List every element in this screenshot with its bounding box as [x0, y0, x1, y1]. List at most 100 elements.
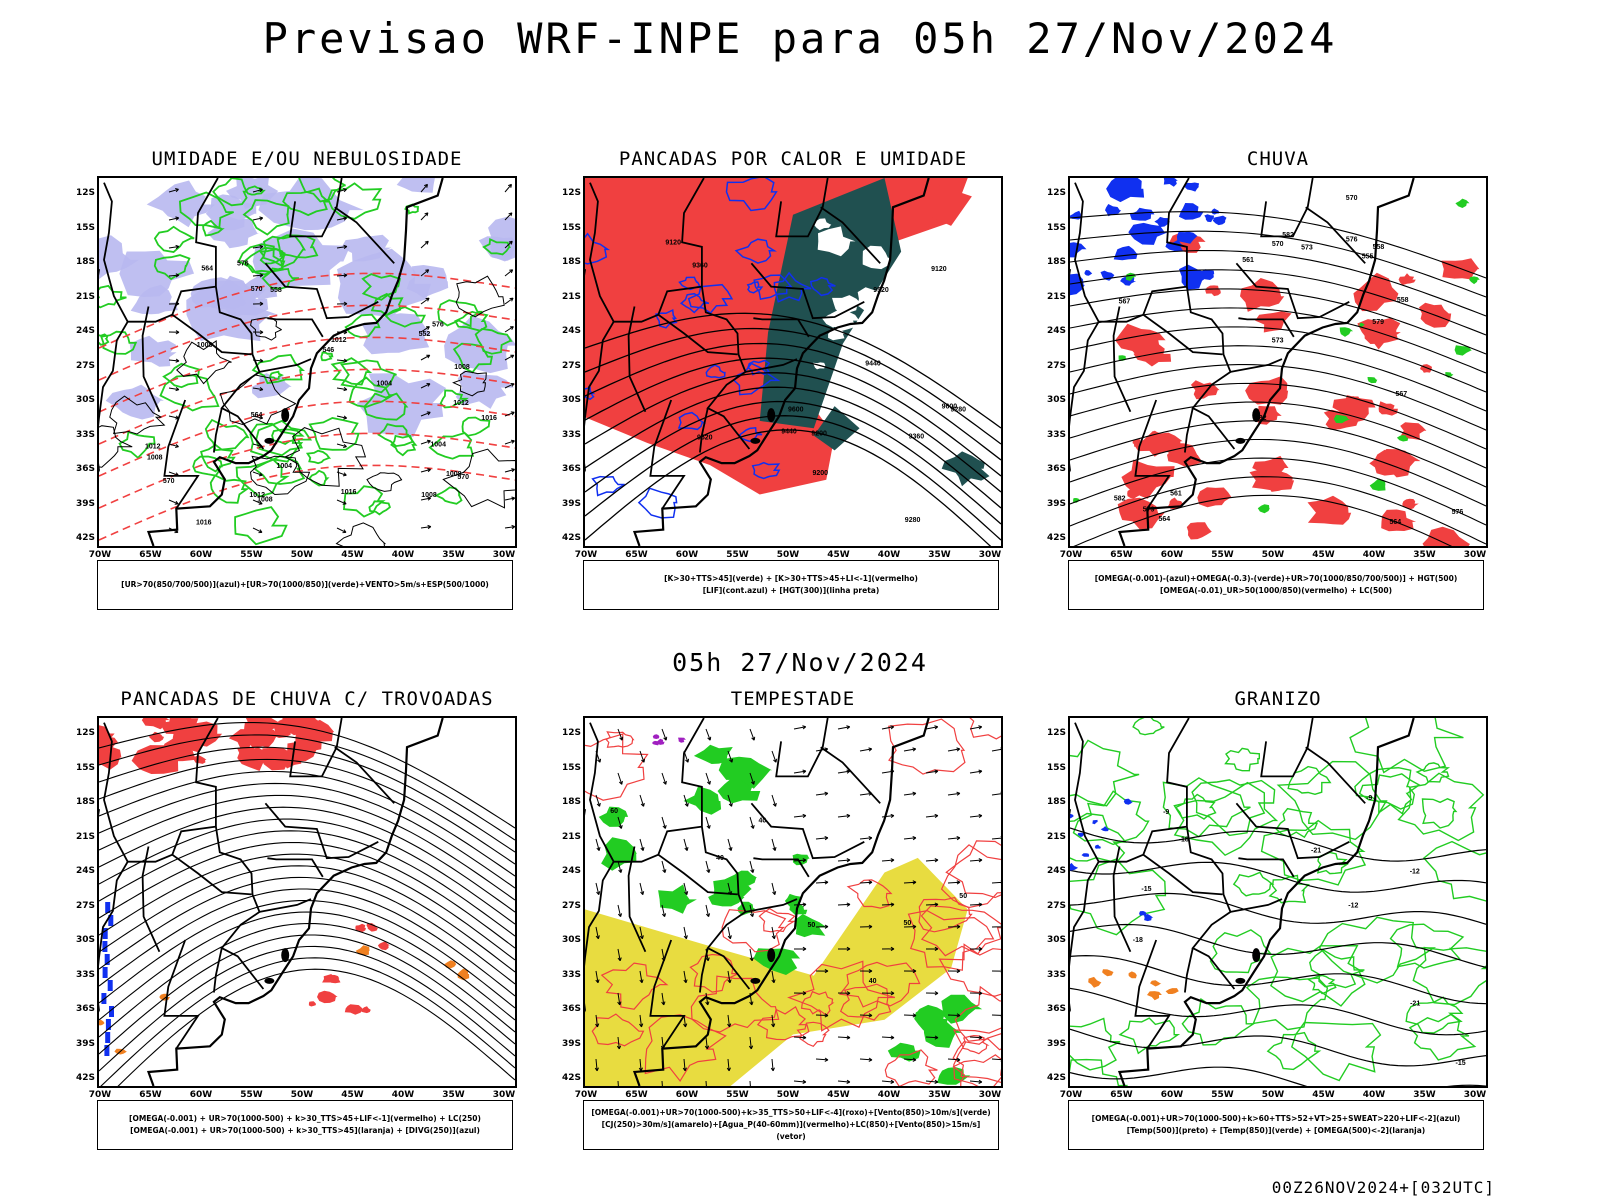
wind-vector	[991, 880, 1001, 885]
hail-area	[1081, 853, 1090, 857]
contour-label: 564	[1159, 516, 1171, 523]
lon-tick-label: 30W	[492, 550, 516, 560]
pressure-isobar	[249, 455, 311, 496]
thunder-rain-area	[344, 1004, 363, 1015]
country-border	[1112, 846, 1132, 953]
humidity-lower-contour	[162, 362, 201, 389]
wind-vector	[682, 1058, 687, 1072]
wind-vector	[727, 970, 732, 984]
wind-vector	[771, 750, 778, 763]
lon-tick-label: 60W	[1160, 550, 1184, 560]
temp850-contour	[1224, 747, 1260, 772]
country-border	[657, 313, 738, 356]
strong-omega-area	[1455, 198, 1470, 208]
divergence-area	[109, 1006, 114, 1017]
omega-area	[1176, 231, 1198, 244]
lon-tick-label: 55W	[726, 1090, 749, 1100]
streamline	[99, 876, 515, 985]
country-border	[264, 802, 379, 860]
lat-tick-label: 18S	[1046, 257, 1066, 267]
temp850-contour	[1354, 766, 1416, 810]
contour-label: 1012	[249, 492, 265, 499]
lagoon	[767, 948, 776, 963]
rain-area	[1127, 488, 1141, 499]
contour-label: 576	[1452, 509, 1464, 516]
wind-vector	[639, 838, 645, 851]
divergence-area	[104, 954, 110, 965]
lat-tick-label: 27S	[75, 900, 95, 911]
wind-vector	[705, 1080, 707, 1086]
contour-label: 582	[1255, 415, 1267, 422]
panel-title: GRANIZO	[1234, 688, 1322, 710]
country-border	[195, 718, 265, 990]
humidity-lower-contour	[363, 392, 409, 421]
contour-label: 9200	[813, 470, 829, 477]
lifted-index-contour	[773, 271, 812, 303]
lat-tick-label: 21S	[1046, 291, 1066, 302]
thunder-rain-area	[193, 755, 207, 764]
divergence-area	[101, 993, 107, 1004]
country-border	[649, 399, 686, 510]
lon-tick-label: 35W	[442, 550, 465, 560]
wind-vector	[504, 269, 514, 277]
wind-vector	[683, 970, 688, 984]
streamline	[99, 888, 515, 997]
temp850-contour	[1317, 851, 1350, 875]
wind-vector	[969, 991, 983, 996]
divergence-area	[108, 915, 114, 926]
lat-tick-label: 39S	[561, 1038, 581, 1049]
lat-tick-label: 36S	[561, 1004, 581, 1014]
lat-tick-label: 18S	[561, 257, 581, 267]
temp850-contour	[1070, 858, 1167, 936]
humidity-lower-contour	[204, 418, 250, 452]
wind-vector	[947, 968, 961, 974]
wind-vector	[815, 791, 829, 796]
coastline	[632, 178, 930, 546]
wind-vector	[661, 772, 667, 785]
humidity-lower-contour	[234, 506, 288, 546]
lon-tick-label: 60W	[1160, 1090, 1184, 1100]
water-contour	[969, 718, 1001, 740]
wind-vector	[969, 1035, 983, 1040]
streamline	[99, 945, 515, 1072]
temp850-contour	[1275, 807, 1319, 839]
contour-label: 579	[1143, 507, 1155, 514]
wind-vector	[903, 1057, 917, 1062]
water-contour	[907, 909, 995, 971]
country-border	[699, 407, 709, 453]
water-contour	[689, 953, 739, 993]
legend-line: [OMEGA(-0.001)-(azul)+OMEGA(-0.3)-(verde…	[1094, 574, 1458, 583]
lon-tick-label: 60W	[675, 1090, 699, 1100]
legend-line: [K>30+TTS>45](verde) + [K>30+TTS>45+LI<-…	[664, 574, 918, 583]
wind-vector	[837, 769, 851, 774]
lon-tick-label: 55W	[240, 550, 263, 560]
contour-label: 1012	[145, 443, 161, 450]
wind-vector	[991, 969, 1001, 973]
contour-label: 576	[432, 322, 444, 329]
humidity-lower-contour	[118, 430, 156, 460]
wind-vector	[168, 273, 180, 278]
lat-tick-label: 42S	[1046, 1073, 1066, 1083]
wind-vector	[683, 794, 689, 807]
streamline	[99, 853, 515, 961]
wind-vector	[903, 835, 917, 841]
wind-vector	[168, 330, 180, 335]
contour-label: 564	[201, 266, 213, 273]
lon-tick-label: 65W	[1110, 1090, 1133, 1100]
contour-label: 1004	[377, 380, 393, 387]
contour-label: 40	[716, 855, 724, 862]
contour-label: 546	[323, 347, 335, 354]
orange-area	[355, 945, 370, 956]
country-border	[163, 399, 200, 510]
wind-vector	[771, 882, 777, 896]
streamline	[99, 865, 515, 973]
temp850-contour	[1245, 976, 1329, 1031]
lat-tick-label: 30S	[561, 395, 581, 405]
lifted-index-contour	[591, 475, 626, 497]
water-contour	[585, 733, 649, 801]
wind-vector	[991, 791, 1001, 796]
streamline	[99, 794, 515, 901]
country-border	[753, 317, 810, 338]
lon-tick-label: 60W	[189, 550, 213, 560]
divergence-area	[105, 1019, 111, 1030]
